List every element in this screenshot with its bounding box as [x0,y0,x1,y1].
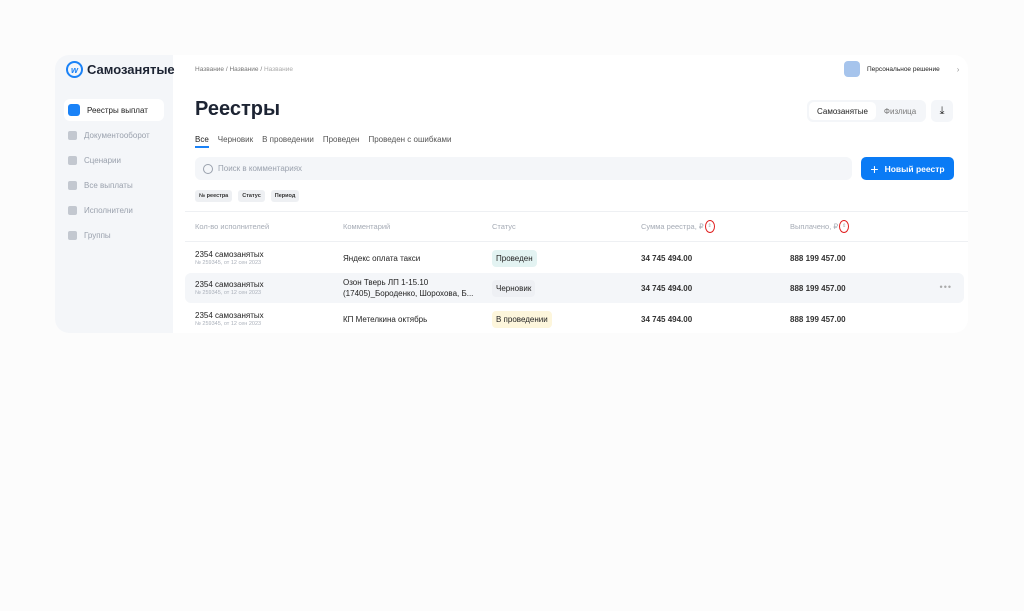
tab-completed-with-errors[interactable]: Проведен с ошибками [368,135,452,144]
page-title: Реестры [195,98,281,120]
header-count: Кол-во исполнителей [195,222,270,231]
comment: Яндекс оплата такси [343,253,421,263]
new-registry-button[interactable]: + Новый реестр [861,157,954,180]
comment: Озон Тверь ЛП 1-15.10 (17405)_Бороденко,… [343,278,474,298]
code-icon [68,155,77,165]
registry-sum: 34 745 494.00 [641,314,693,324]
status-badge: Проведен [492,249,537,267]
sidebar-item-label: Сценарии [84,155,121,165]
logo-text: Самозанятые [87,62,175,77]
document-icon [68,130,77,140]
header-sum[interactable]: Сумма реестра, ₽ ⇕ [641,212,715,241]
breadcrumb-link[interactable]: Название [229,66,259,73]
registry-sum: 34 745 494.00 [641,253,693,263]
sidebar-item-label: Реестры выплат [87,105,148,115]
tab-completed[interactable]: Проведен [322,135,360,144]
payments-icon [68,180,77,190]
comment: КП Метелкина октябрь [343,314,428,324]
tab-draft[interactable]: Черновик [217,135,254,144]
tab-all[interactable]: Все [195,135,209,148]
paid-amount: 888 199 457.00 [790,283,846,293]
registry-meta: № 259345, от 12 сен 2023 [195,290,262,296]
briefcase-icon [844,61,860,77]
logo-icon: w [66,61,83,78]
segment-self-employed[interactable]: Самозанятые [809,102,876,120]
new-registry-label: Новый реестр [884,163,945,174]
wallet-icon [68,104,80,116]
status-badge: Черновик [492,279,536,297]
table-row[interactable]: 2354 самозанятых № 259345, от 12 сен 2023… [185,243,964,273]
sidebar-item-label: Исполнители [84,205,133,215]
persona-switcher[interactable]: Персональное решение › [844,61,959,77]
header-comment: Комментарий [343,222,391,231]
performer-count: 2354 самозанятых [195,311,264,320]
status-badge: В проведении [492,310,552,328]
search-icon [203,163,213,174]
header-sum-label: Сумма реестра, ₽ [641,222,704,231]
sidebar-item-documents[interactable]: Документооборот [64,124,164,146]
breadcrumb-current: Название [263,66,293,73]
logo[interactable]: w Самозанятые [66,61,175,78]
table-header: Кол-во исполнителей Комментарий Статус С… [185,211,968,242]
table-row[interactable]: 2354 самозанятых № 259345, от 12 сен 2023… [185,273,964,303]
filter-period[interactable]: Период [270,190,300,202]
users-icon [68,205,77,215]
persona-label: Персональное решение [867,65,940,73]
main-content: Название / Название / Название Персональ… [185,55,968,333]
performer-count: 2354 самозанятых [195,250,264,259]
tab-in-progress[interactable]: В проведении [262,135,314,144]
sidebar-item-groups[interactable]: Группы [64,224,164,246]
paid-amount: 888 199 457.00 [790,253,846,263]
performer-count: 2354 самозанятых [195,280,264,289]
app-window: w Самозанятые Реестры выплат Документообо… [55,55,968,333]
search-input[interactable]: Поиск в комментариях [195,157,852,180]
breadcrumb: Название / Название / Название [195,66,293,73]
status-tabs: Все Черновик В проведении Проведен Прове… [195,135,452,148]
sidebar-item-label: Группы [84,230,111,240]
sort-icon[interactable]: ⇕ [839,220,850,233]
header-paid-label: Выплачено, ₽ [790,222,839,231]
filter-registry-number[interactable]: № реестра [195,190,233,202]
sidebar: w Самозанятые Реестры выплат Документообо… [55,55,175,333]
chevron-right-icon: › [956,64,960,74]
segment-individuals[interactable]: Физлица [883,106,917,116]
filter-chips: № реестра Статус Период [195,190,300,202]
folder-icon [68,230,77,240]
header-paid[interactable]: Выплачено, ₽ ⇕ [790,212,850,241]
sidebar-item-payments[interactable]: Все выплаты [64,174,164,196]
breadcrumb-link[interactable]: Название [195,66,225,73]
filter-status[interactable]: Статус [238,190,265,202]
download-icon: ⤓ [939,104,945,117]
plus-icon: + [870,160,879,177]
sidebar-item-performers[interactable]: Исполнители [64,199,164,221]
sidebar-item-label: Все выплаты [84,180,133,190]
registry-meta: № 259345, от 12 сен 2023 [195,260,262,266]
sidebar-item-scenarios[interactable]: Сценарии [64,149,164,171]
sort-icon[interactable]: ⇕ [704,220,715,233]
table-row[interactable]: 2354 самозанятых № 259345, от 12 сен 2023… [185,304,964,333]
more-options-icon[interactable]: ••• [939,282,952,292]
sidebar-item-registries[interactable]: Реестры выплат [64,99,164,121]
registry-meta: № 259345, от 12 сен 2023 [195,321,262,327]
search-placeholder: Поиск в комментариях [218,164,303,173]
registry-sum: 34 745 494.00 [641,283,693,293]
download-button[interactable]: ⤓ [931,100,953,122]
sidebar-item-label: Документооборот [84,130,150,140]
paid-amount: 888 199 457.00 [790,314,846,324]
header-status: Статус [492,222,516,231]
type-segmented-control: Самозанятые Физлица [807,100,927,122]
